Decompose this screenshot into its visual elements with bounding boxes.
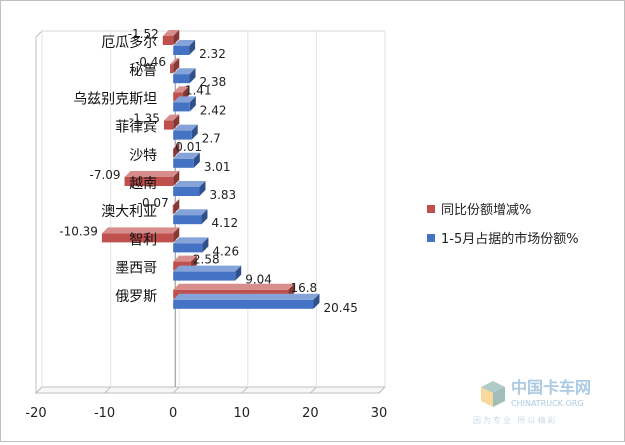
data-label-yoy: -7.09 (90, 168, 121, 182)
data-label-yoy: 2.58 (193, 253, 220, 267)
x-tick-label: 30 (371, 406, 388, 421)
bar-share (173, 237, 209, 253)
bar-yoy (173, 142, 180, 158)
bar-share (173, 68, 196, 84)
data-label-share: 3.01 (204, 160, 231, 174)
bar-yoy (162, 30, 180, 45)
x-tick-mark (241, 386, 249, 394)
category-label: 沙特 (129, 148, 157, 164)
x-tick-label: 10 (234, 406, 251, 421)
category-label: 厄瓜多尔 (101, 34, 157, 51)
category-label: 澳大利亚 (101, 204, 157, 220)
category-label: 菲律宾 (115, 120, 157, 136)
x-tick-mark (378, 386, 386, 394)
bar-yoy (170, 58, 180, 74)
bar-yoy (101, 227, 180, 243)
legend-label-yoy: 同比份额增减% (441, 203, 532, 218)
data-labels: -1.522.32-0.462.381.412.42-1.352.70.013.… (59, 27, 358, 315)
x-tick-label: 0 (169, 406, 177, 421)
data-label-share: 9.04 (245, 273, 272, 287)
data-label-share: 20.45 (323, 301, 357, 315)
x-tick-mark (35, 386, 43, 394)
data-label-share: 4.26 (212, 244, 239, 258)
bar-share (173, 209, 208, 225)
category-label: 乌兹别克斯坦 (73, 91, 157, 107)
watermark-slogan: 因为专业 所以精彩 (473, 415, 558, 425)
bar-share (173, 181, 206, 196)
category-label: 墨西哥 (115, 261, 157, 277)
legend-swatch-share (427, 233, 435, 242)
data-label-yoy: -1.35 (129, 112, 160, 126)
watermark-brand-en: CHINATRUCK.ORG (511, 399, 584, 408)
data-label-yoy: -0.46 (135, 55, 166, 69)
data-label-yoy: 1.41 (185, 83, 212, 97)
bars (101, 30, 320, 309)
bar-share (173, 152, 200, 168)
legend-swatch-yoy (427, 204, 435, 213)
left-wall (35, 29, 43, 395)
x-tick-mark (172, 386, 180, 394)
bar-share (173, 96, 196, 112)
data-label-yoy: -10.39 (59, 224, 98, 238)
data-label-share: 3.83 (209, 188, 236, 202)
data-label-yoy: 16.8 (290, 281, 317, 295)
category-label: 俄罗斯 (115, 289, 157, 305)
bar-yoy (163, 114, 180, 130)
x-tick-mark (104, 386, 111, 394)
category-label: 智利 (129, 232, 157, 248)
x-tick-mark (310, 386, 317, 394)
bar-share (173, 40, 196, 55)
bar-share (173, 124, 198, 140)
x-tick-label: -20 (25, 406, 46, 421)
x-tick-label: -10 (94, 406, 115, 421)
data-label-share: 2.7 (202, 132, 221, 146)
bar-yoy (172, 199, 180, 215)
category-label: 秘鲁 (129, 63, 157, 79)
bar-share (173, 293, 320, 309)
legend-item-share: 1-5月占据的市场份额% (427, 228, 579, 247)
x-tick-label: 20 (302, 406, 319, 421)
x-axis: -20 -10 0 10 20 30 (25, 31, 387, 421)
floor (34, 386, 387, 394)
data-label-share: 2.42 (200, 103, 227, 117)
data-label-yoy: -1.52 (128, 27, 159, 41)
data-label-share: 2.38 (200, 75, 227, 89)
legend-label-share: 1-5月占据的市场份额% (441, 232, 579, 247)
watermark-brand-cn: 中国卡车网 (511, 378, 591, 397)
bar-share (173, 265, 242, 281)
legend-item-yoy: 同比份额增减% (427, 199, 531, 218)
data-label-share: 4.12 (211, 216, 238, 230)
data-label-yoy: 0.01 (175, 140, 202, 154)
bar-yoy (124, 171, 180, 186)
data-label-yoy: -0.07 (138, 196, 169, 210)
category-label: 越南 (129, 176, 157, 192)
watermark-logo: 中国卡车网 CHINATRUCK.ORG 因为专业 所以精彩 (463, 373, 623, 439)
data-label-share: 2.32 (199, 47, 226, 61)
